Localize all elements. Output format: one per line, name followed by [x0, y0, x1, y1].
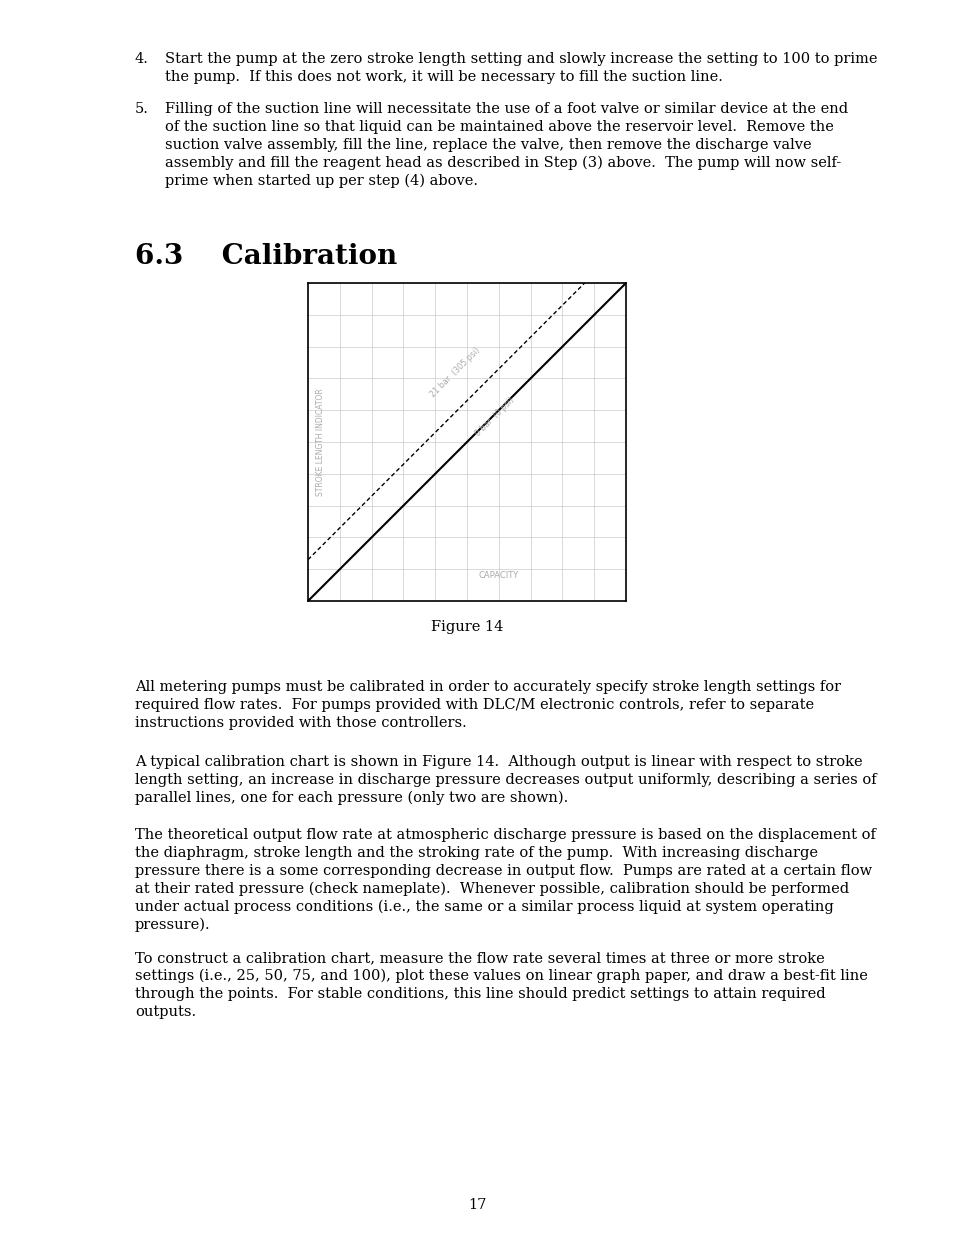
- Text: To construct a calibration chart, measure the flow rate several times at three o: To construct a calibration chart, measur…: [135, 951, 824, 965]
- Text: A typical calibration chart is shown in Figure 14.  Although output is linear wi: A typical calibration chart is shown in …: [135, 755, 862, 769]
- Text: pressure).: pressure).: [135, 918, 211, 932]
- Text: 6.3    Calibration: 6.3 Calibration: [135, 243, 396, 270]
- Text: suction valve assembly, fill the line, replace the valve, then remove the discha: suction valve assembly, fill the line, r…: [165, 138, 811, 152]
- Text: Start the pump at the zero stroke length setting and slowly increase the setting: Start the pump at the zero stroke length…: [165, 52, 877, 65]
- Text: the pump.  If this does not work, it will be necessary to fill the suction line.: the pump. If this does not work, it will…: [165, 70, 722, 84]
- Text: 4.: 4.: [135, 52, 149, 65]
- Text: through the points.  For stable conditions, this line should predict settings to: through the points. For stable condition…: [135, 987, 824, 1002]
- Text: prime when started up per step (4) above.: prime when started up per step (4) above…: [165, 174, 477, 189]
- Text: required flow rates.  For pumps provided with DLC/M electronic controls, refer t: required flow rates. For pumps provided …: [135, 698, 813, 713]
- Text: The theoretical output flow rate at atmospheric discharge pressure is based on t: The theoretical output flow rate at atmo…: [135, 827, 875, 842]
- Text: assembly and fill the reagent head as described in Step (3) above.  The pump wil: assembly and fill the reagent head as de…: [165, 156, 841, 170]
- Text: 0 bar  (0 psi): 0 bar (0 psi): [473, 395, 516, 438]
- Text: 21 bar  (305 psi): 21 bar (305 psi): [429, 346, 481, 399]
- Text: STROKE LENGTH INDICATOR: STROKE LENGTH INDICATOR: [315, 388, 325, 496]
- Text: pressure there is a some corresponding decrease in output flow.  Pumps are rated: pressure there is a some corresponding d…: [135, 864, 871, 878]
- Text: Figure 14: Figure 14: [431, 620, 502, 634]
- Text: under actual process conditions (i.e., the same or a similar process liquid at s: under actual process conditions (i.e., t…: [135, 900, 833, 914]
- Text: outputs.: outputs.: [135, 1005, 196, 1019]
- Text: length setting, an increase in discharge pressure decreases output uniformly, de: length setting, an increase in discharge…: [135, 773, 876, 787]
- Text: All metering pumps must be calibrated in order to accurately specify stroke leng: All metering pumps must be calibrated in…: [135, 680, 841, 694]
- Text: the diaphragm, stroke length and the stroking rate of the pump.  With increasing: the diaphragm, stroke length and the str…: [135, 846, 817, 860]
- Text: 17: 17: [467, 1198, 486, 1212]
- Text: of the suction line so that liquid can be maintained above the reservoir level. : of the suction line so that liquid can b…: [165, 120, 833, 135]
- Text: Filling of the suction line will necessitate the use of a foot valve or similar : Filling of the suction line will necessi…: [165, 103, 847, 116]
- Text: CAPACITY: CAPACITY: [478, 571, 518, 580]
- Text: instructions provided with those controllers.: instructions provided with those control…: [135, 716, 466, 730]
- Text: parallel lines, one for each pressure (only two are shown).: parallel lines, one for each pressure (o…: [135, 790, 568, 805]
- Text: 5.: 5.: [135, 103, 149, 116]
- Text: at their rated pressure (check nameplate).  Whenever possible, calibration shoul: at their rated pressure (check nameplate…: [135, 882, 848, 897]
- Text: settings (i.e., 25, 50, 75, and 100), plot these values on linear graph paper, a: settings (i.e., 25, 50, 75, and 100), pl…: [135, 969, 867, 983]
